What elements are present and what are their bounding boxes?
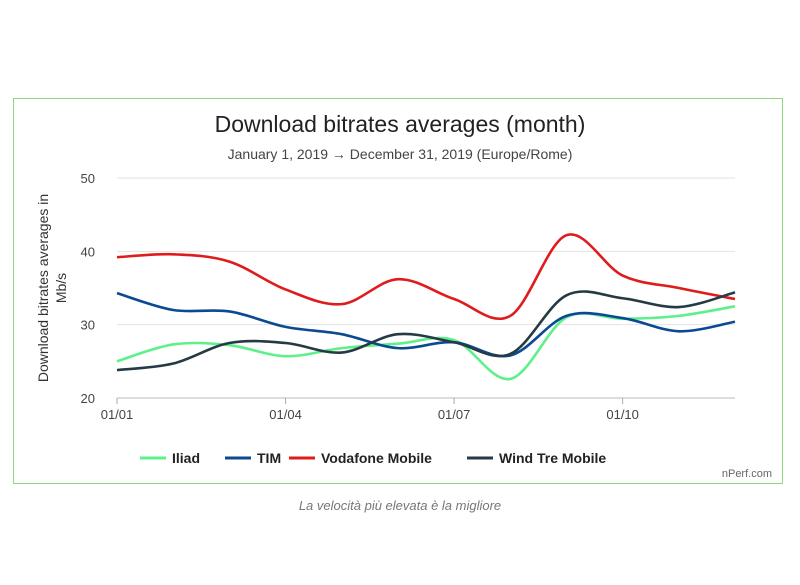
y-axis-title-line2: Mb/s [53, 273, 69, 303]
y-tick-label: 40 [81, 244, 95, 259]
chart-title: Download bitrates averages (month) [214, 111, 586, 137]
series-line-wind-tre-mobile[interactable] [116, 290, 736, 372]
y-tick-label: 30 [81, 318, 95, 333]
legend-item-vodafone-mobile[interactable]: Vodafone Mobile [289, 450, 432, 466]
series-line-vodafone-mobile[interactable] [116, 233, 736, 321]
legend[interactable]: Iliad TIM Vodafone Mobile Wind Tre Mobile [140, 450, 606, 466]
legend-label: Wind Tre Mobile [499, 450, 606, 466]
y-axis-title-line1: Download bitrates averages in [35, 194, 51, 382]
chart-subtitle: January 1, 2019 → December 31, 2019 (Eur… [227, 146, 573, 162]
y-tick-label: 20 [81, 391, 95, 406]
series-line-iliad[interactable] [116, 305, 736, 381]
y-tick-label: 50 [81, 171, 95, 186]
caption: La velocità più elevata è la migliore [298, 498, 502, 513]
x-tick-label: 01/10 [606, 407, 639, 422]
legend-item-iliad[interactable]: Iliad [140, 450, 200, 466]
credit-label: nPerf.com [721, 468, 772, 480]
chart-frame [13, 98, 783, 484]
legend-item-wind-tre-mobile[interactable]: Wind Tre Mobile [467, 450, 606, 466]
x-tick-labels: 01/01 01/04 01/07 01/10 [101, 398, 639, 422]
legend-label: Vodafone Mobile [321, 450, 432, 466]
legend-label: TIM [257, 450, 281, 466]
y-tick-labels: 20 30 40 50 [81, 171, 95, 406]
legend-item-tim[interactable]: TIM [225, 450, 281, 466]
series-lines [116, 233, 736, 381]
x-tick-label: 01/07 [438, 407, 471, 422]
y-axis-title: Download bitrates averages in Mb/s [35, 194, 69, 382]
x-tick-label: 01/01 [101, 407, 134, 422]
legend-label: Iliad [172, 450, 200, 466]
gridlines [117, 177, 735, 399]
x-tick-label: 01/04 [269, 407, 302, 422]
series-line-tim[interactable] [116, 291, 736, 358]
